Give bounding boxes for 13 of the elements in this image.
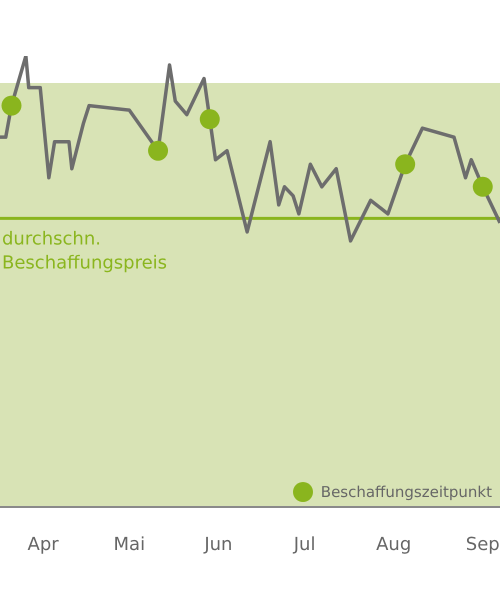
x-tick-label: Apr [28, 534, 60, 555]
point [148, 140, 168, 161]
x-tick-label: Sep [466, 534, 500, 555]
point [200, 109, 220, 130]
point [395, 154, 416, 174]
x-tick-label: Jun [203, 534, 232, 555]
point [472, 176, 493, 197]
x-tick-label: Aug [376, 534, 412, 555]
x-tick-label: Mai [114, 534, 146, 555]
legend-label: Beschaffungszeitpunkt [320, 483, 492, 501]
ref-line-label: durchschn. Beschaffungspreis [2, 228, 168, 274]
point [1, 96, 22, 116]
x-tick-label: Jul [292, 534, 316, 555]
